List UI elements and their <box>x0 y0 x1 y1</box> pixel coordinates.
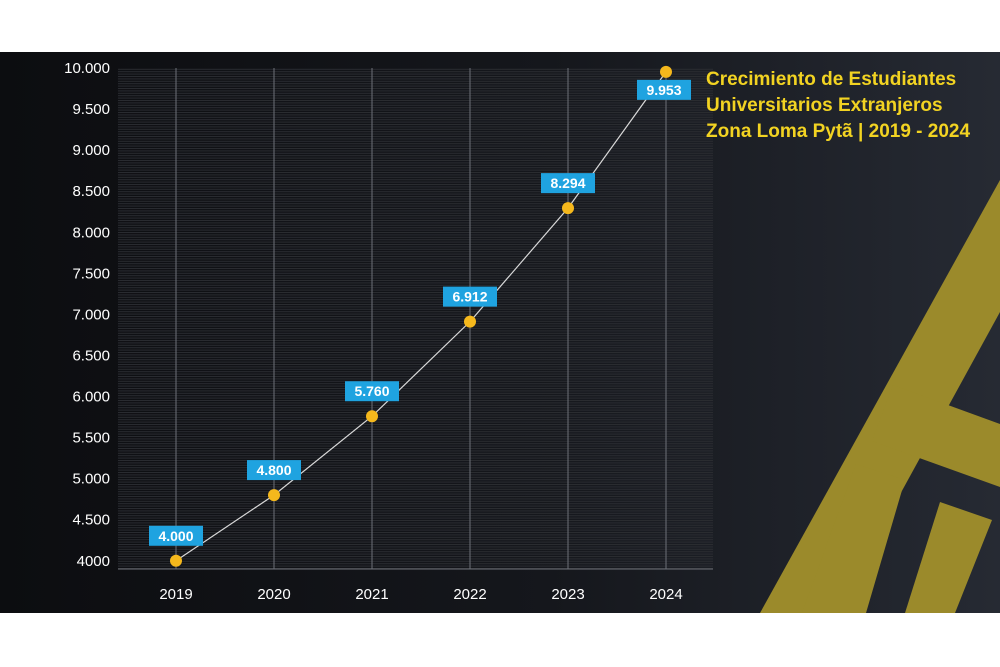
y-axis-ticks: 4000 4.500 5.000 5.500 6.000 6.500 7.000 7.500 8… <box>64 60 110 570</box>
chart-title: Crecimiento de Estudiantes Universitario… <box>706 69 970 142</box>
y-tick-label: 8.500 <box>72 183 110 200</box>
data-point <box>170 554 182 567</box>
y-tick-label: 7.500 <box>72 265 110 282</box>
data-point <box>562 202 574 215</box>
y-tick-label: 7.000 <box>72 306 110 323</box>
x-axis-ticks: 2019 2020 2021 2022 2023 2024 <box>159 586 682 603</box>
title-line-1: Crecimiento de Estudiantes <box>706 69 956 90</box>
x-tick-label: 2023 <box>551 586 584 603</box>
data-point <box>660 65 672 78</box>
y-tick-label: 5.500 <box>72 430 110 447</box>
line-chart: 4000 4.500 5.000 5.500 6.000 6.500 7.000 7.500 8… <box>64 60 1000 613</box>
deco-bar-horizontal <box>872 385 1000 487</box>
data-label-text: 5.760 <box>354 383 389 399</box>
deco-bar-left <box>802 464 905 613</box>
data-label-text: 4.000 <box>158 528 193 544</box>
y-tick-label: 8.000 <box>72 224 110 241</box>
y-tick-label: 6.000 <box>72 389 110 406</box>
data-label-text: 9.953 <box>646 82 681 98</box>
data-label-box <box>247 460 301 481</box>
data-label-box <box>541 173 595 194</box>
data-label-box <box>149 525 203 546</box>
y-tick-label: 9.000 <box>72 142 110 159</box>
data-point <box>464 315 476 328</box>
deco-bar-right <box>905 502 992 613</box>
x-tick-label: 2020 <box>257 586 290 603</box>
y-tick-label: 9.500 <box>72 101 110 118</box>
deco-stripe-long <box>760 180 1000 613</box>
y-tick-label: 4.500 <box>72 512 110 529</box>
x-tick-label: 2021 <box>355 586 388 603</box>
data-label: 6.912 <box>443 286 497 307</box>
data-label-box <box>345 381 399 402</box>
plot-area <box>118 68 713 569</box>
data-label: 8.294 <box>541 173 595 194</box>
data-labels: 4.000 4.800 5.760 6.912 8.294 9.953 <box>149 79 691 546</box>
data-label-text: 8.294 <box>550 175 585 191</box>
x-tick-label: 2019 <box>159 586 192 603</box>
x-tick-label: 2024 <box>649 586 682 603</box>
title-line-3: Zona Loma Pytã | 2019 - 2024 <box>706 121 970 142</box>
title-line-2: Universitarios Extranjeros <box>706 95 943 116</box>
x-tick-label: 2022 <box>453 586 486 603</box>
data-label: 9.953 <box>637 79 691 100</box>
data-label: 4.000 <box>149 525 203 546</box>
data-point <box>366 410 378 423</box>
data-label-text: 4.800 <box>256 462 291 478</box>
grid-lines <box>118 68 713 570</box>
decorative-shapes <box>760 180 1000 613</box>
data-point <box>268 489 280 502</box>
y-tick-label: 10.000 <box>64 60 110 77</box>
chart-canvas: 4000 4.500 5.000 5.500 6.000 6.500 7.000 7.500 8… <box>0 52 1000 613</box>
y-tick-label: 6.500 <box>72 347 110 364</box>
y-tick-label: 5.000 <box>72 471 110 488</box>
data-label: 4.800 <box>247 460 301 481</box>
data-label-box <box>443 286 497 307</box>
data-label: 5.760 <box>345 381 399 402</box>
data-label-box <box>637 79 691 100</box>
data-label-text: 6.912 <box>452 289 487 305</box>
y-tick-label: 4000 <box>77 553 110 570</box>
